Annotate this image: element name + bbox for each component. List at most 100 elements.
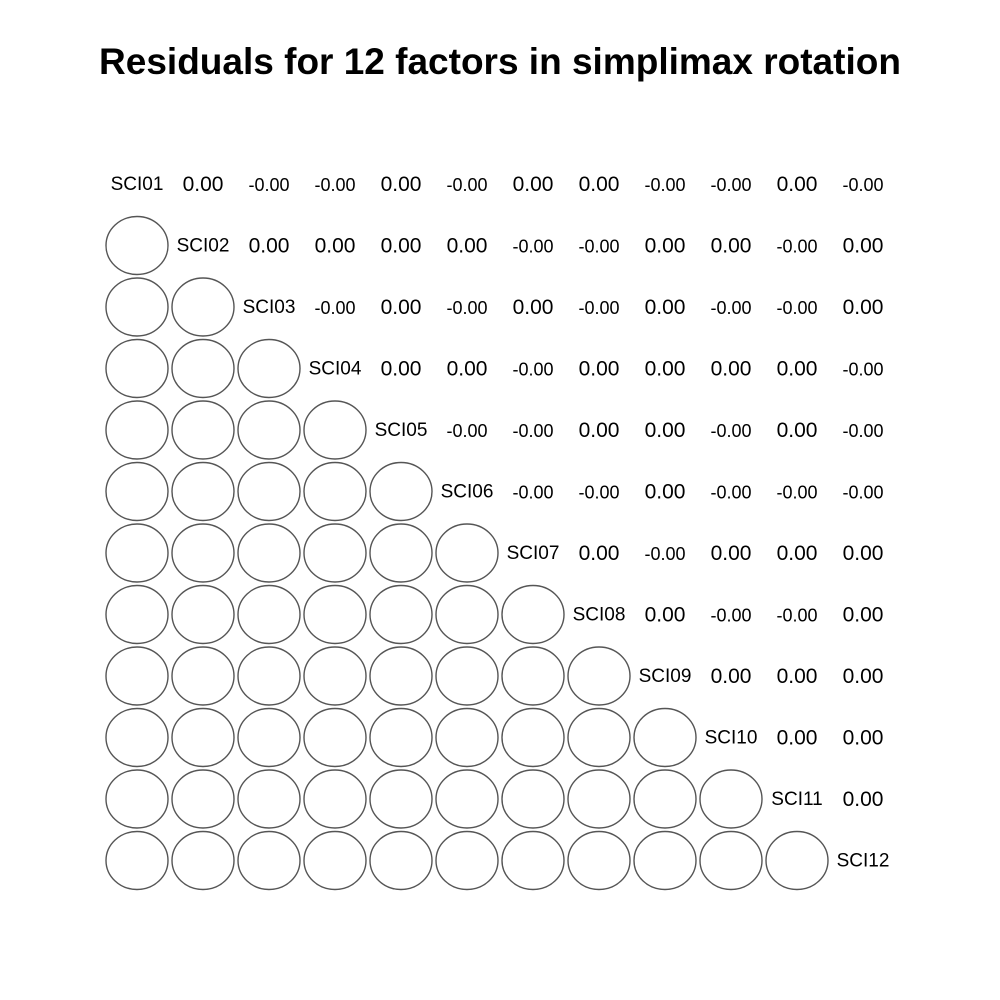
residual-value-SCI04-SCI12: -0.00 (842, 360, 883, 380)
residual-value-SCI09-SCI12: 0.00 (843, 665, 884, 688)
residual-circle-SCI04-SCI03 (237, 338, 301, 399)
residual-value-SCI06-SCI12: -0.00 (842, 483, 883, 503)
residual-circle-SCI10-SCI04 (303, 707, 367, 768)
residual-value-SCI02-SCI11: -0.00 (776, 237, 817, 257)
residual-circle-SCI11-SCI04 (303, 769, 367, 829)
variable-label-SCI11: SCI11 (771, 789, 822, 810)
residual-value-SCI02-SCI12: 0.00 (843, 235, 884, 258)
residual-value-SCI06-SCI10: -0.00 (710, 483, 751, 503)
residual-value-SCI06-SCI07: -0.00 (512, 483, 553, 503)
residual-value-SCI10-SCI12: 0.00 (843, 727, 884, 750)
residual-value-SCI07-SCI08: 0.00 (579, 542, 620, 565)
residual-value-SCI01-SCI06: -0.00 (446, 175, 487, 195)
residual-value-SCI05-SCI09: 0.00 (645, 419, 686, 442)
residual-value-SCI01-SCI12: -0.00 (842, 175, 883, 195)
variable-label-SCI03: SCI03 (243, 297, 296, 318)
residual-circle-SCI07-SCI02 (171, 523, 235, 583)
residual-circle-SCI12-SCI11 (765, 830, 829, 891)
residual-circle-SCI07-SCI01 (105, 523, 169, 583)
residual-value-SCI01-SCI09: -0.00 (644, 175, 685, 195)
residual-value-SCI03-SCI11: -0.00 (776, 298, 817, 318)
residual-value-SCI03-SCI04: -0.00 (314, 298, 355, 318)
residual-circle-SCI06-SCI03 (237, 461, 301, 522)
residual-value-SCI03-SCI10: -0.00 (710, 298, 751, 318)
residual-circle-SCI11-SCI03 (237, 769, 301, 829)
residual-value-SCI08-SCI11: -0.00 (776, 606, 817, 626)
residual-value-SCI01-SCI03: -0.00 (248, 175, 289, 195)
residual-circle-SCI05-SCI01 (105, 400, 169, 460)
residual-value-SCI01-SCI08: 0.00 (579, 173, 620, 196)
residual-value-SCI02-SCI09: 0.00 (645, 235, 686, 258)
residual-value-SCI03-SCI05: 0.00 (381, 296, 422, 319)
residual-circle-SCI12-SCI02 (171, 830, 235, 891)
residual-circle-SCI11-SCI07 (501, 769, 565, 829)
residual-circle-SCI08-SCI05 (369, 584, 433, 645)
residual-circle-SCI11-SCI10 (699, 769, 763, 829)
residual-value-SCI05-SCI08: 0.00 (579, 419, 620, 442)
residual-value-SCI05-SCI10: -0.00 (710, 421, 751, 441)
residual-circle-SCI05-SCI02 (171, 400, 235, 460)
residual-circle-SCI08-SCI02 (171, 584, 235, 645)
residual-value-SCI02-SCI04: 0.00 (315, 235, 356, 258)
variable-label-SCI12: SCI12 (837, 851, 890, 872)
residual-circle-SCI02-SCI01 (105, 215, 169, 276)
residual-circle-SCI12-SCI05 (369, 830, 433, 891)
residual-circle-SCI07-SCI03 (237, 523, 301, 583)
residual-value-SCI06-SCI08: -0.00 (578, 483, 619, 503)
residual-circle-SCI12-SCI09 (633, 830, 697, 891)
residual-value-SCI01-SCI11: 0.00 (777, 173, 818, 196)
residual-value-SCI04-SCI10: 0.00 (711, 358, 752, 381)
residual-value-SCI04-SCI07: -0.00 (512, 360, 553, 380)
variable-label-SCI05: SCI05 (375, 420, 428, 441)
lower-triangle-circles (105, 215, 829, 891)
residual-value-SCI02-SCI03: 0.00 (249, 235, 290, 258)
residual-value-SCI03-SCI07: 0.00 (513, 296, 554, 319)
residual-circle-SCI06-SCI02 (171, 461, 235, 522)
residual-value-SCI03-SCI12: 0.00 (843, 296, 884, 319)
residual-value-SCI09-SCI10: 0.00 (711, 665, 752, 688)
residual-circle-SCI05-SCI03 (237, 400, 301, 460)
residual-circle-SCI12-SCI03 (237, 830, 301, 891)
variable-label-SCI04: SCI04 (309, 359, 362, 380)
residual-circle-SCI11-SCI01 (105, 769, 169, 829)
residual-value-SCI07-SCI09: -0.00 (644, 544, 685, 564)
residual-circle-SCI11-SCI05 (369, 769, 433, 829)
residual-circle-SCI09-SCI03 (237, 646, 301, 706)
residual-circle-SCI09-SCI04 (303, 646, 367, 706)
residual-circle-SCI03-SCI01 (105, 277, 169, 337)
residual-value-SCI08-SCI10: -0.00 (710, 606, 751, 626)
variable-label-SCI07: SCI07 (507, 543, 560, 564)
residual-circle-SCI11-SCI09 (633, 769, 697, 829)
residual-value-SCI04-SCI09: 0.00 (645, 358, 686, 381)
variable-label-SCI06: SCI06 (441, 482, 494, 503)
residual-value-SCI02-SCI06: 0.00 (447, 235, 488, 258)
residual-value-SCI09-SCI11: 0.00 (777, 665, 818, 688)
variable-label-SCI01: SCI01 (111, 174, 164, 195)
residual-circle-SCI12-SCI01 (105, 830, 169, 891)
residual-value-SCI01-SCI10: -0.00 (710, 175, 751, 195)
residual-circle-SCI04-SCI02 (171, 338, 235, 399)
residual-circle-SCI12-SCI07 (501, 830, 565, 891)
residual-circle-SCI10-SCI05 (369, 707, 433, 768)
residual-circle-SCI09-SCI08 (567, 646, 631, 706)
residual-circle-SCI12-SCI08 (567, 830, 631, 891)
residual-value-SCI05-SCI07: -0.00 (512, 421, 553, 441)
residual-circle-SCI06-SCI01 (105, 461, 169, 522)
residual-value-SCI07-SCI12: 0.00 (843, 542, 884, 565)
residual-value-SCI02-SCI10: 0.00 (711, 235, 752, 258)
variable-labels: SCI01 SCI02 SCI03 SCI04 SCI05 SCI06 SCI07 SCI08… (111, 174, 890, 872)
residual-value-SCI07-SCI11: 0.00 (777, 542, 818, 565)
residual-value-SCI01-SCI04: -0.00 (314, 175, 355, 195)
variable-label-SCI09: SCI09 (639, 666, 692, 687)
residual-circle-SCI09-SCI06 (435, 646, 499, 706)
residual-value-SCI05-SCI06: -0.00 (446, 421, 487, 441)
residual-circle-SCI10-SCI03 (237, 707, 301, 768)
residual-circle-SCI08-SCI03 (237, 584, 301, 645)
residual-value-SCI01-SCI05: 0.00 (381, 173, 422, 196)
residual-circle-SCI10-SCI01 (105, 707, 169, 768)
residual-value-SCI04-SCI06: 0.00 (447, 358, 488, 381)
residual-value-SCI01-SCI02: 0.00 (183, 173, 224, 196)
residual-circle-SCI10-SCI08 (567, 707, 631, 768)
residual-circle-SCI10-SCI02 (171, 707, 235, 768)
residual-value-SCI08-SCI09: 0.00 (645, 604, 686, 627)
